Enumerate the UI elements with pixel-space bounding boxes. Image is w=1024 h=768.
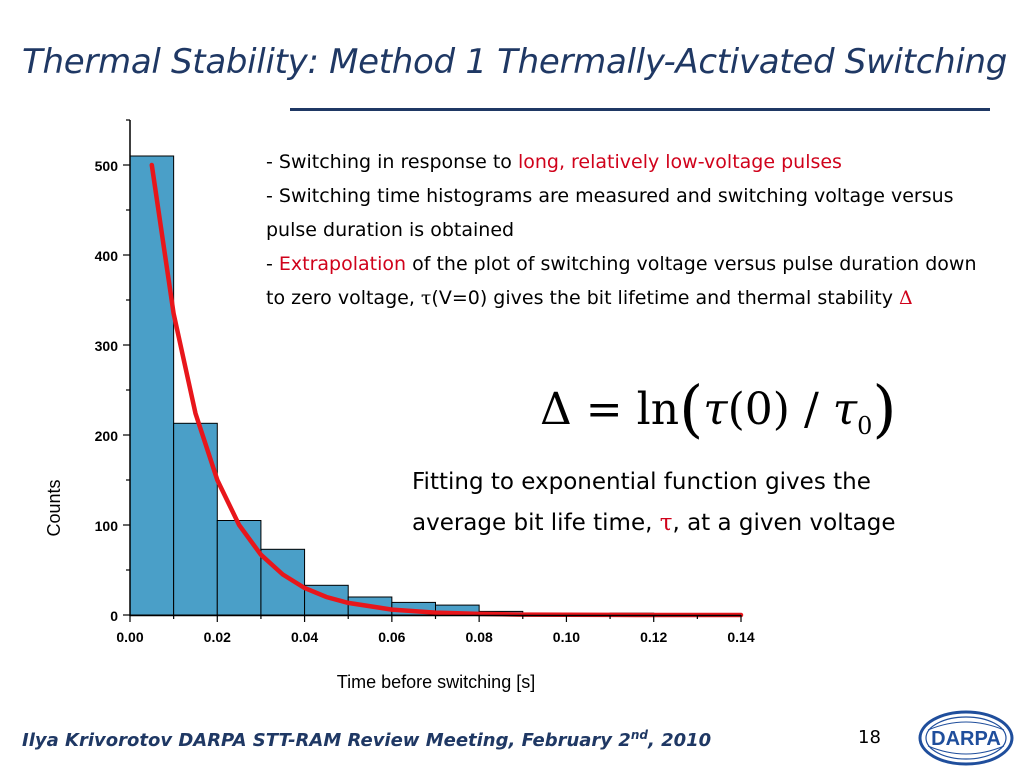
title-underline xyxy=(290,108,990,111)
x-tick-label: 0.04 xyxy=(291,629,318,645)
y-tick-label: 100 xyxy=(95,518,119,534)
svg-text:DARPA: DARPA xyxy=(931,728,1001,750)
tau-symbol: τ xyxy=(420,287,432,309)
x-tick-label: 0.06 xyxy=(378,629,405,645)
histogram-bar xyxy=(173,422,218,616)
tau-symbol: τ xyxy=(659,510,673,536)
bullet-3: - Extrapolation of the plot of switching… xyxy=(266,253,977,309)
histogram-bar xyxy=(129,155,175,616)
footer-text: Ilya Krivorotov DARPA STT-RAM Review Mee… xyxy=(22,728,712,751)
bullet-list: - Switching in response to long, relativ… xyxy=(266,145,986,315)
y-tick-label: 200 xyxy=(95,428,119,444)
darpa-logo: DARPA xyxy=(918,710,1014,766)
bullet-1: - Switching in response to long, relativ… xyxy=(266,151,842,173)
x-tick-label: 0.08 xyxy=(466,629,493,645)
y-tick-label: 400 xyxy=(95,248,119,264)
x-axis-label: Time before switching [s] xyxy=(337,672,535,692)
highlight-extrapolation: Extrapolation xyxy=(278,253,407,275)
histogram-chart: 0 100 200 300 400 500 0.00 0.02 0.04 0.06 0.08 0.10… xyxy=(44,119,755,692)
y-tick-label: 0 xyxy=(110,608,118,624)
y-tick-label: 300 xyxy=(95,338,119,354)
fitting-note: Fitting to exponential function gives th… xyxy=(412,469,896,536)
x-tick-label: 0.10 xyxy=(553,629,580,645)
stability-formula: Δ = ln(τ(0) / τ0) xyxy=(540,372,897,445)
y-tick-label: 500 xyxy=(95,158,119,174)
highlight-long-pulses: long, relatively low-voltage pulses xyxy=(517,151,842,173)
x-tick-label: 0.14 xyxy=(727,629,754,645)
x-tick-label: 0.02 xyxy=(204,629,231,645)
x-tick-label: 0.00 xyxy=(116,629,143,645)
y-axis-label: Counts xyxy=(44,479,64,536)
slide-title: Thermal Stability: Method 1 Thermally-Ac… xyxy=(22,42,1008,82)
x-tick-label: 0.12 xyxy=(640,629,667,645)
bullet-2: - Switching time histograms are measured… xyxy=(266,185,954,241)
chart-ticks: 0 100 200 300 400 500 0.00 0.02 0.04 0.06 0.08 0.10… xyxy=(95,119,755,645)
histogram-bar xyxy=(216,520,262,616)
delta-symbol: Δ xyxy=(899,287,913,309)
page-number: 18 xyxy=(858,727,881,748)
